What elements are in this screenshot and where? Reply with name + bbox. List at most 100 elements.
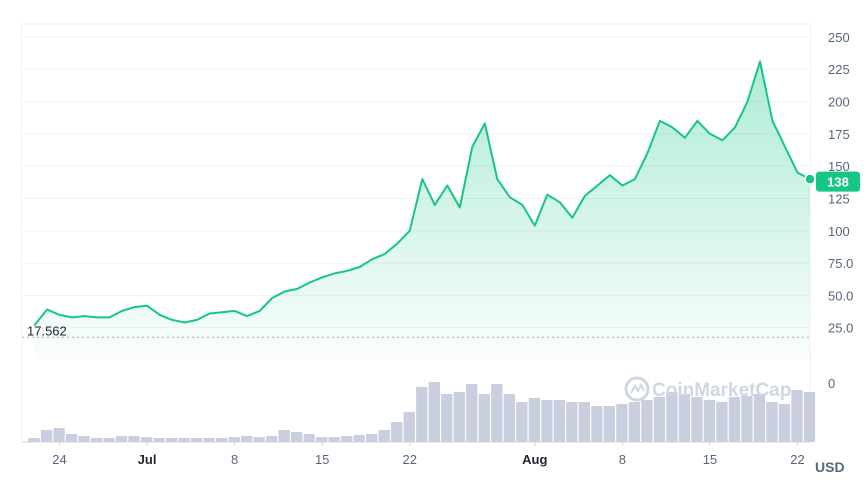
volume-bar: [78, 436, 90, 442]
volume-bar: [65, 434, 78, 442]
volume-bar: [516, 402, 528, 442]
price-point: [746, 100, 749, 103]
volume-bar: [391, 422, 403, 442]
volume-bar: [278, 430, 290, 442]
watermark-text: CoinMarketCap: [652, 380, 791, 401]
y-tick-label: 225: [828, 62, 850, 77]
price-point: [333, 272, 336, 275]
price-point: [383, 253, 386, 255]
volume-bar: [553, 400, 565, 442]
volume-bar: [491, 384, 503, 442]
volume-bar: [528, 398, 540, 442]
volume-bar: [766, 402, 778, 442]
volume-bar: [641, 400, 653, 442]
price-point: [158, 313, 161, 316]
price-point: [496, 178, 499, 180]
price-point: [358, 266, 361, 268]
volume-bar: [441, 394, 453, 442]
x-tick-label: 22: [790, 452, 804, 467]
price-tag-box: [816, 171, 860, 192]
volume-bar: [228, 437, 240, 442]
price-point: [308, 281, 311, 284]
y-tick-label: 25.0: [828, 321, 853, 336]
volume-bar: [403, 412, 415, 442]
price-point: [483, 122, 486, 125]
volume-bar: [353, 435, 365, 442]
volume-bar: [653, 397, 666, 442]
price-point: [146, 304, 148, 307]
volume-bar: [566, 402, 578, 442]
price-point: [509, 196, 511, 198]
y-tick-label: 100: [828, 224, 850, 239]
price-point: [33, 324, 36, 326]
price-point: [108, 316, 111, 319]
volume-bar: [178, 438, 190, 442]
volume-bar: [90, 438, 103, 442]
price-point: [296, 288, 298, 290]
price-point: [571, 217, 574, 219]
price-point: [346, 270, 349, 272]
y-tick-label: 250: [828, 30, 850, 45]
baseline-label: 17.562: [27, 323, 67, 338]
volume-bar: [591, 406, 603, 442]
price-point: [771, 120, 774, 122]
current-price-dot: [804, 173, 816, 185]
volume-bar: [603, 406, 616, 442]
volume-bar: [478, 394, 490, 442]
coinmarketcap-watermark: CoinMarketCap: [624, 376, 791, 402]
price-point: [646, 152, 649, 155]
volume-bar: [716, 402, 728, 442]
price-point: [684, 136, 686, 139]
price-tag-label: 138: [827, 175, 849, 190]
volume-bar: [616, 404, 628, 442]
volume-bar: [503, 394, 515, 442]
volume-bar: [466, 384, 478, 442]
price-point: [534, 224, 536, 227]
y-tick-label: 175: [828, 127, 850, 142]
price-point: [421, 178, 424, 180]
coinmarketcap-logo-icon: [624, 376, 650, 402]
volume-bar: [240, 436, 253, 442]
price-point: [734, 126, 736, 129]
x-tick-label: 8: [231, 452, 238, 467]
price-point: [584, 195, 586, 197]
volume-bar: [691, 397, 703, 442]
price-point: [83, 315, 86, 317]
volume-bar: [115, 436, 128, 442]
volume-bar: [453, 392, 465, 442]
price-point: [58, 313, 61, 316]
price-point: [671, 126, 674, 129]
price-point: [371, 258, 374, 261]
volume-bar: [428, 382, 440, 442]
price-point: [446, 184, 449, 187]
volume-bar: [703, 400, 716, 442]
price-point: [396, 242, 399, 245]
volume-bar: [728, 397, 741, 442]
price-point: [596, 184, 599, 187]
volume-bar: [215, 438, 228, 442]
x-tick-label: 24: [52, 452, 66, 467]
volume-bar: [778, 404, 791, 442]
price-point: [784, 145, 786, 148]
volume-bar: [678, 394, 691, 442]
y-tick-label: 200: [828, 95, 850, 110]
y-tick-label: 125: [828, 191, 850, 206]
x-tick-label: 22: [403, 452, 417, 467]
price-point: [196, 319, 198, 321]
price-point: [96, 316, 98, 319]
x-tick-label: 15: [703, 452, 717, 467]
volume-bar: [103, 438, 115, 442]
volume-bar: [190, 438, 203, 442]
price-point: [471, 145, 474, 148]
volume-bar: [40, 430, 53, 442]
volume-bar: [578, 402, 591, 442]
price-point: [721, 139, 724, 142]
volume-bar: [128, 436, 140, 442]
volume-bar: [53, 428, 65, 442]
volume-bar: [366, 434, 378, 442]
price-point: [46, 308, 48, 311]
x-tick-label: 15: [315, 452, 329, 467]
volume-bar: [303, 434, 315, 442]
price-point: [634, 178, 636, 180]
